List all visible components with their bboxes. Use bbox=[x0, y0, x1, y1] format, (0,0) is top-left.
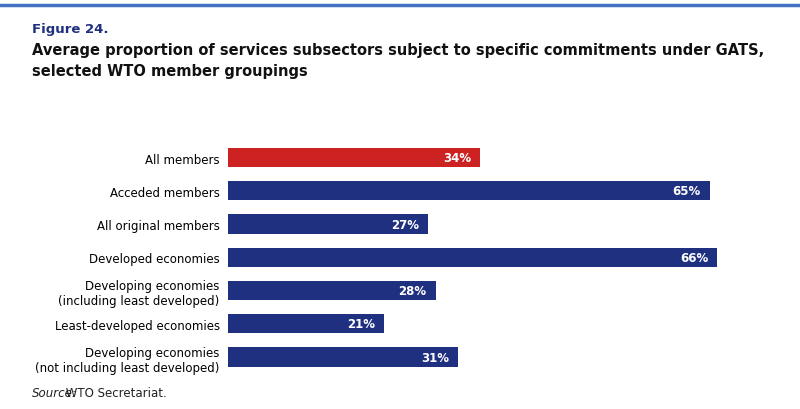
Text: Source:: Source: bbox=[32, 386, 77, 399]
Text: WTO Secretariat.: WTO Secretariat. bbox=[62, 386, 167, 399]
Text: selected WTO member groupings: selected WTO member groupings bbox=[32, 63, 308, 79]
Text: 65%: 65% bbox=[673, 185, 701, 198]
Text: 31%: 31% bbox=[421, 351, 449, 364]
Bar bbox=[228, 281, 435, 301]
Text: Figure 24.: Figure 24. bbox=[32, 22, 109, 36]
Text: 21%: 21% bbox=[346, 317, 374, 330]
Bar bbox=[228, 215, 428, 234]
Bar bbox=[228, 315, 384, 334]
Text: Average proportion of services subsectors subject to specific commitments under : Average proportion of services subsector… bbox=[32, 43, 764, 58]
Bar bbox=[228, 248, 718, 267]
Bar bbox=[228, 348, 458, 367]
Text: 66%: 66% bbox=[680, 251, 708, 264]
Bar bbox=[228, 182, 710, 201]
Bar bbox=[228, 148, 480, 168]
Text: 28%: 28% bbox=[398, 284, 426, 297]
Text: 34%: 34% bbox=[443, 152, 471, 165]
Text: 27%: 27% bbox=[391, 218, 419, 231]
